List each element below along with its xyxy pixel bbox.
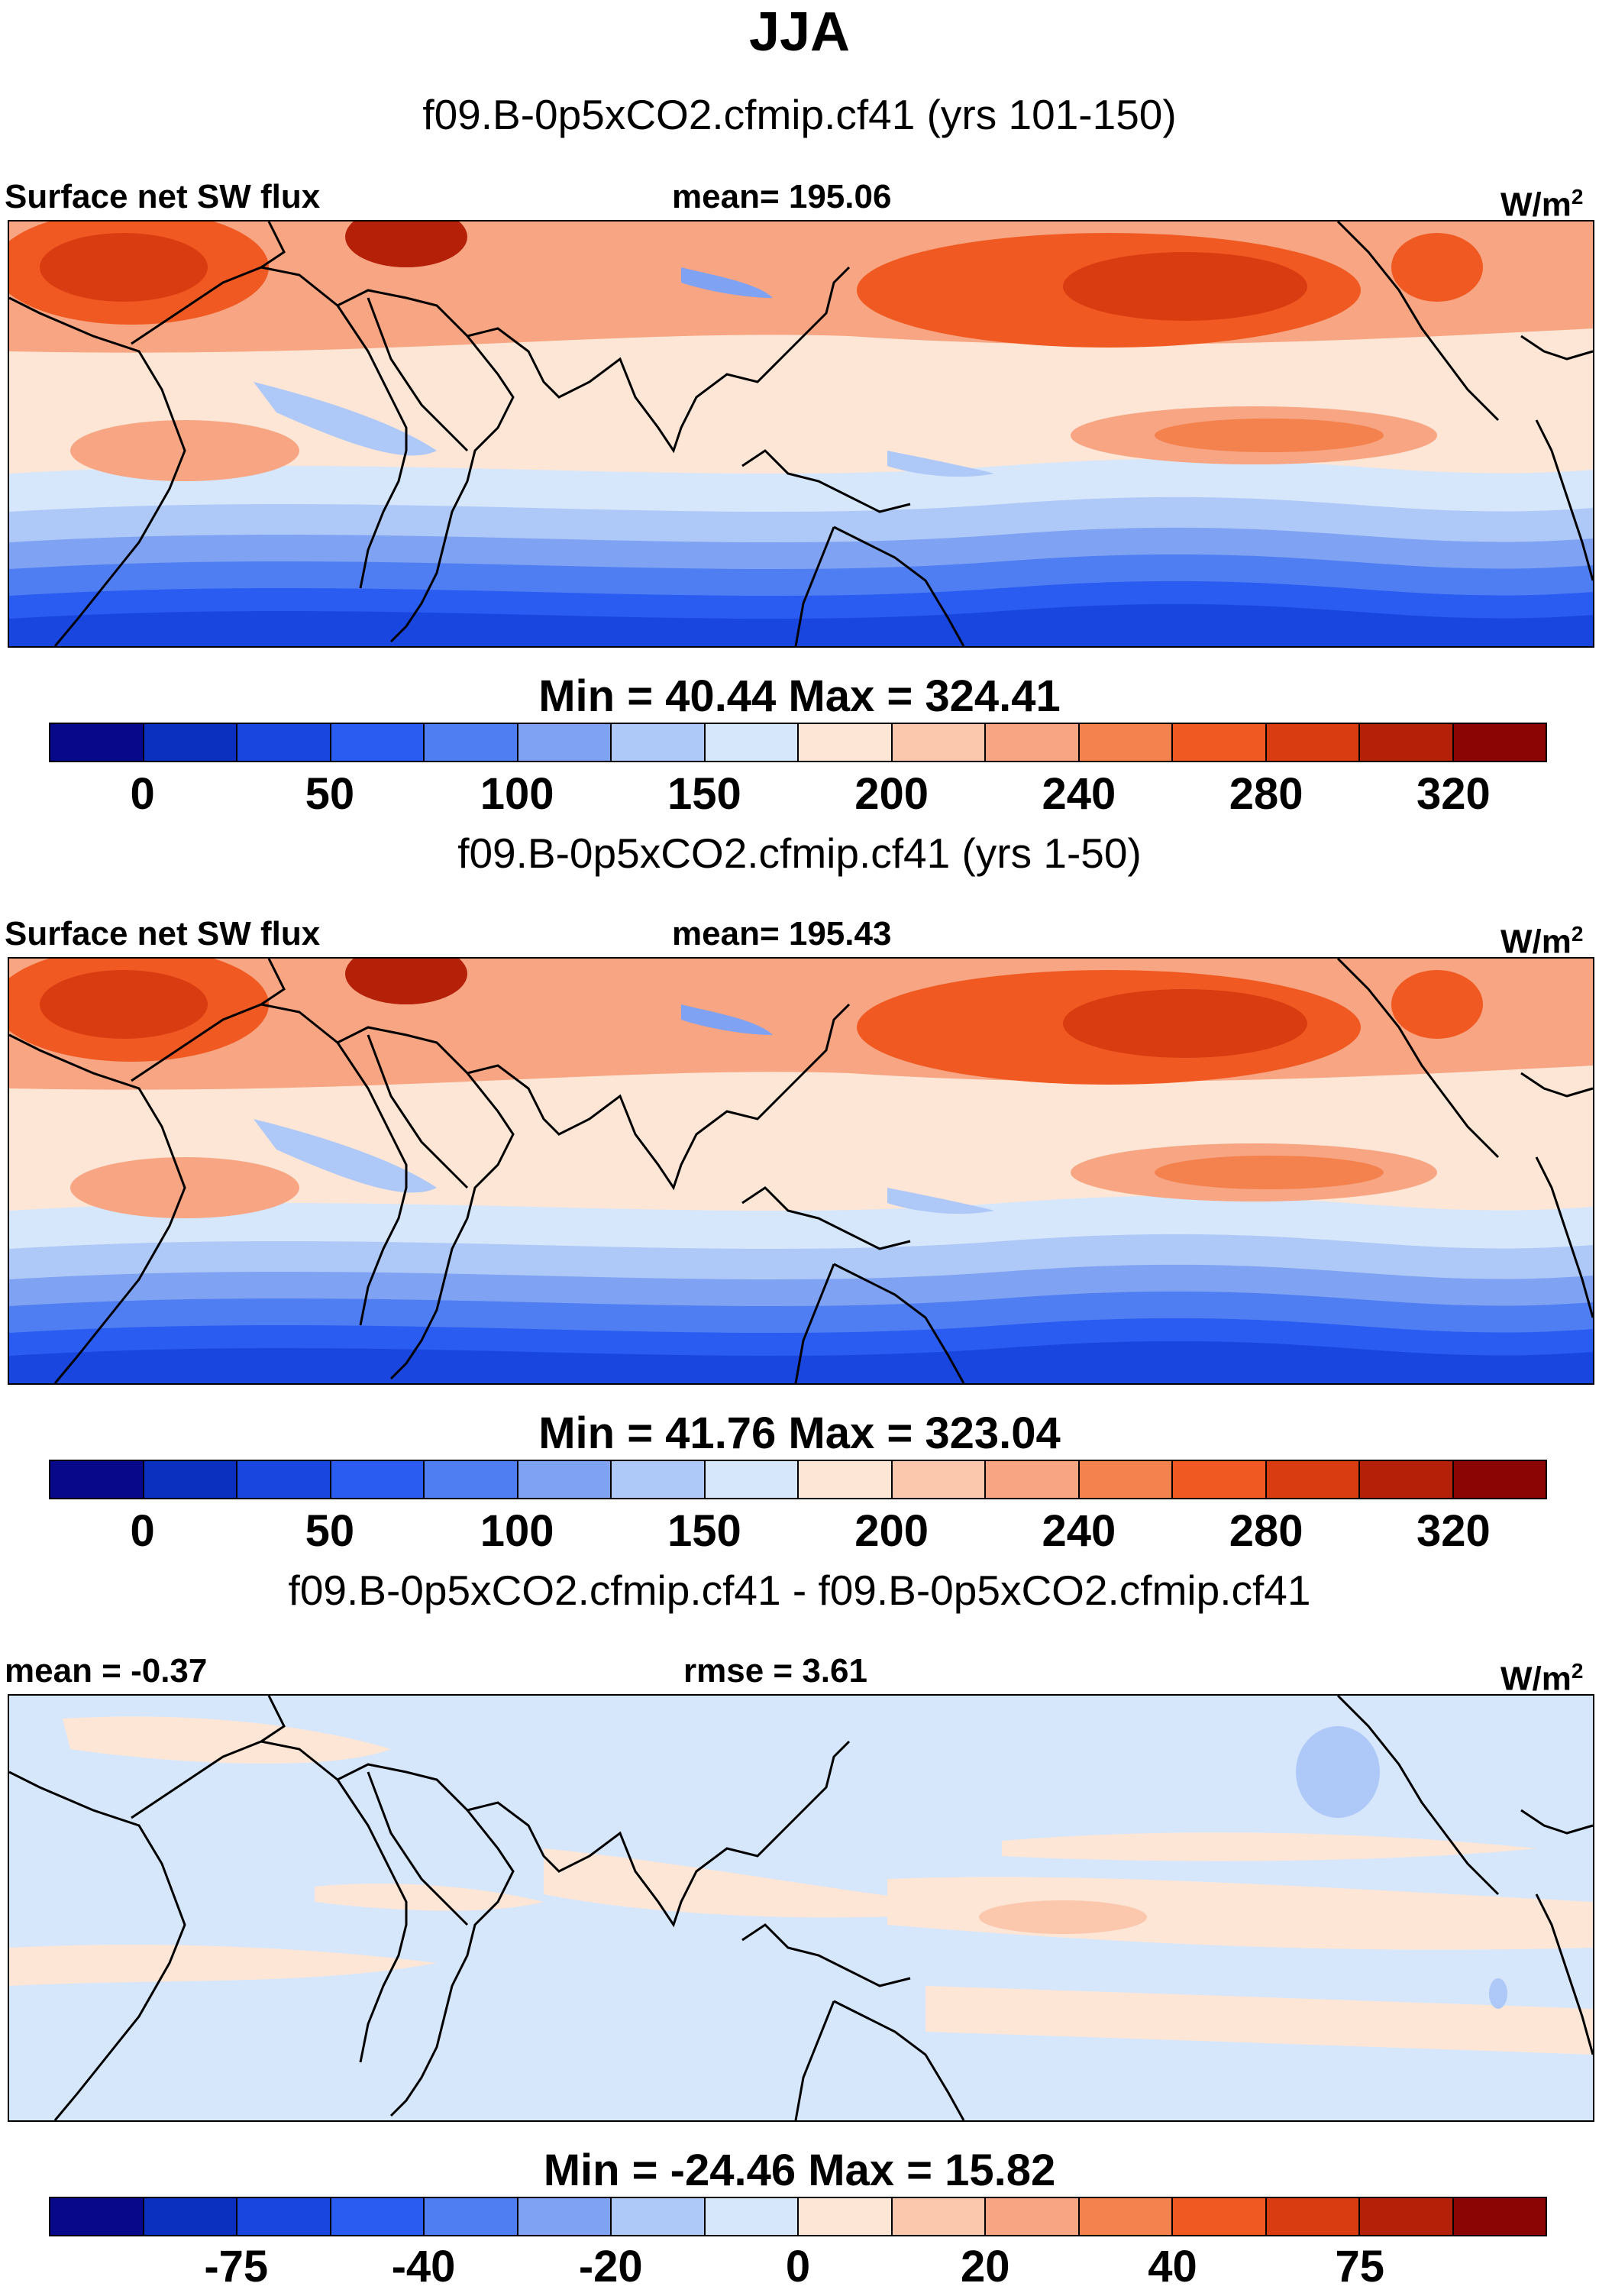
panel3-units: W/m2 [1500, 1659, 1584, 1698]
colorbar-tick-label: 75 [1335, 2242, 1385, 2291]
panel3-minmax: Min = -24.46 Max = 15.82 [543, 2146, 1056, 2195]
colorbar-swatch [237, 724, 331, 761]
colorbar-tick-label: 150 [667, 1506, 741, 1556]
panel2-variable-label: Surface net SW flux [5, 915, 321, 952]
colorbar-swatch [1173, 2198, 1267, 2235]
panel3-colorbar-ticks: -75 -40 -20 0 20 40 75 [0, 2243, 1599, 2296]
panel3-subtitle: f09.B-0p5xCO2.cfmip.cf41 - f09.B-0p5xCO2… [288, 1567, 1311, 1614]
panel1-subtitle: f09.B-0p5xCO2.cfmip.cf41 (yrs 101-150) [422, 91, 1177, 138]
panel1-mean-label: mean= 195.06 [672, 178, 892, 215]
colorbar-swatch [612, 724, 706, 761]
colorbar-swatch [237, 2198, 331, 2235]
panel1-minmax: Min = 40.44 Max = 324.41 [538, 671, 1061, 721]
colorbar-swatch [1360, 724, 1454, 761]
colorbar-swatch [892, 1461, 986, 1498]
colorbar-swatch [892, 724, 986, 761]
panel3-colorbar [49, 2197, 1547, 2236]
colorbar-swatch [144, 2198, 237, 2235]
colorbar-tick-label: 100 [480, 1506, 554, 1556]
colorbar-swatch [612, 2198, 706, 2235]
colorbar-tick-label: 280 [1229, 1506, 1303, 1556]
colorbar-swatch [986, 2198, 1080, 2235]
colorbar-tick-label: 240 [1042, 1506, 1116, 1556]
colorbar-swatch [144, 1461, 237, 1498]
panel1-colorbar-ticks: 0 50 100 150 200 240 280 320 [0, 770, 1599, 823]
colorbar-swatch [331, 2198, 425, 2235]
colorbar-tick-label: 100 [480, 769, 554, 819]
colorbar-tick-label: -40 [391, 2242, 456, 2291]
colorbar-tick-label: 200 [854, 769, 929, 819]
colorbar-tick-label: 200 [854, 1506, 929, 1556]
colorbar-swatch [1173, 724, 1267, 761]
colorbar-swatch [1453, 724, 1546, 761]
colorbar-swatch [237, 1461, 331, 1498]
colorbar-swatch [331, 724, 425, 761]
colorbar-swatch [799, 1461, 893, 1498]
colorbar-swatch [1266, 724, 1360, 761]
colorbar-swatch [331, 1461, 425, 1498]
panel1-map [8, 220, 1594, 648]
colorbar-tick-label: -75 [204, 2242, 269, 2291]
panel2-colorbar [49, 1460, 1547, 1499]
figure-title: JJA [748, 2, 851, 63]
colorbar-tick-label: 320 [1416, 1506, 1491, 1556]
panel1-units: W/m2 [1500, 185, 1584, 224]
colorbar-swatch [612, 1461, 706, 1498]
colorbar-swatch [425, 2198, 518, 2235]
panel3-mean-label: mean = -0.37 [5, 1652, 208, 1690]
colorbar-tick-label: 240 [1042, 769, 1116, 819]
colorbar-swatch [705, 724, 799, 761]
colorbar-tick-label: 0 [130, 1506, 155, 1556]
colorbar-swatch [1079, 724, 1173, 761]
colorbar-swatch [425, 724, 518, 761]
colorbar-swatch [1453, 1461, 1546, 1498]
colorbar-swatch [892, 2198, 986, 2235]
colorbar-tick-label: 320 [1416, 769, 1491, 819]
colorbar-tick-label: 0 [785, 2242, 811, 2291]
colorbar-tick-label: 40 [1148, 2242, 1197, 2291]
colorbar-swatch [1173, 1461, 1267, 1498]
colorbar-tick-label: -20 [578, 2242, 643, 2291]
colorbar-swatch [705, 2198, 799, 2235]
colorbar-tick-label: 20 [960, 2242, 1010, 2291]
panel2-minmax: Min = 41.76 Max = 323.04 [538, 1408, 1061, 1458]
colorbar-swatch [1079, 1461, 1173, 1498]
panel2-colorbar-ticks: 0 50 100 150 200 240 280 320 [0, 1507, 1599, 1560]
colorbar-tick-label: 0 [130, 769, 155, 819]
panel2-units: W/m2 [1500, 922, 1584, 961]
colorbar-swatch [144, 724, 237, 761]
panel3-map [8, 1694, 1594, 2122]
colorbar-swatch [799, 2198, 893, 2235]
colorbar-swatch [1266, 1461, 1360, 1498]
colorbar-swatch [50, 1461, 144, 1498]
colorbar-swatch [518, 724, 612, 761]
colorbar-swatch [1360, 2198, 1454, 2235]
panel3-rmse-label: rmse = 3.61 [683, 1652, 867, 1690]
colorbar-swatch [1266, 2198, 1360, 2235]
colorbar-swatch [799, 724, 893, 761]
colorbar-swatch [1360, 1461, 1454, 1498]
colorbar-swatch [1079, 2198, 1173, 2235]
colorbar-swatch [518, 2198, 612, 2235]
colorbar-tick-label: 50 [305, 769, 355, 819]
colorbar-tick-label: 280 [1229, 769, 1303, 819]
colorbar-swatch [518, 1461, 612, 1498]
panel1-variable-label: Surface net SW flux [5, 178, 321, 215]
panel2-map [8, 957, 1594, 1385]
colorbar-swatch [986, 1461, 1080, 1498]
panel2-subtitle: f09.B-0p5xCO2.cfmip.cf41 (yrs 1-50) [457, 829, 1142, 877]
colorbar-swatch [50, 724, 144, 761]
colorbar-swatch [1453, 2198, 1546, 2235]
colorbar-swatch [705, 1461, 799, 1498]
colorbar-tick-label: 150 [667, 769, 741, 819]
colorbar-tick-label: 50 [305, 1506, 355, 1556]
panel2-mean-label: mean= 195.43 [672, 915, 892, 952]
colorbar-swatch [986, 724, 1080, 761]
panel1-colorbar [49, 723, 1547, 762]
colorbar-swatch [50, 2198, 144, 2235]
colorbar-swatch [425, 1461, 518, 1498]
